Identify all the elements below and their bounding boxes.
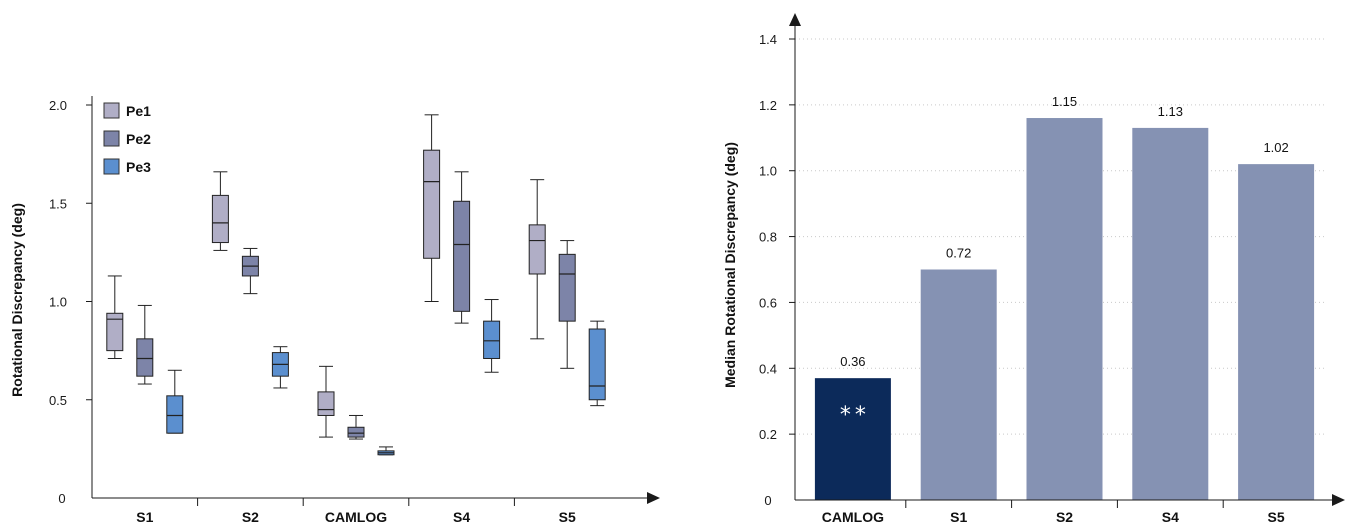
boxplot-x-tick-label: S5 [559, 509, 576, 525]
bar-bars: 0.36 ** 0.72 1.15 1.13 1.02 [814, 94, 1315, 501]
legend-swatch-pe1 [103, 102, 120, 119]
bar-s4 [1132, 127, 1209, 501]
boxplot-y-axis-label: Rotational Discrepancy (deg) [9, 203, 25, 397]
boxplot-box-pe2 [241, 247, 259, 295]
bar-s2 [1026, 118, 1103, 501]
boxplot-box-body [558, 253, 576, 322]
bar-x-tick-label: CAMLOG [822, 509, 884, 525]
bar-y-tick-label: 0.2 [759, 427, 777, 442]
boxplot-box-body [347, 426, 365, 438]
boxplot-y-tick-label: 0 [58, 491, 65, 506]
significance-marker: ** [840, 403, 870, 428]
boxplot-box-pe3 [271, 346, 289, 389]
bar-s1 [920, 269, 997, 500]
boxplot-box-pe2 [558, 240, 576, 369]
bar-y-tick-label: 0.6 [759, 295, 777, 310]
boxplot-x-ticks: S1 S2 CAMLOG S4 S5 [136, 498, 576, 525]
boxplot-y-ticks: 0 0.5 1.0 1.5 2.0 [49, 98, 92, 506]
bar-y-tick-label: 0.4 [759, 361, 777, 376]
boxplot-box-body [317, 391, 335, 416]
bar-chart: 0.36 ** 0.72 1.15 1.13 1.02 0 0.2 0.4 0.6 0.8 1.0 1… [722, 13, 1345, 525]
boxplot-y-tick-label: 1.0 [49, 295, 67, 310]
boxplot-box-pe1 [106, 275, 124, 359]
boxplot-box-pe3 [483, 299, 501, 373]
bar-y-tick-label: 0.8 [759, 230, 777, 245]
bar-x-axis-arrow [1332, 494, 1345, 506]
boxplot-box-body [106, 312, 124, 352]
boxplot-box-pe2 [347, 414, 365, 440]
bar-y-ticks: 0 0.2 0.4 0.6 0.8 1.0 1.2 1.4 [759, 32, 795, 508]
bar-y-axis-arrow [789, 13, 801, 26]
bar-y-tick-label: 1.4 [759, 32, 777, 47]
bar-data-label: 1.15 [1052, 94, 1077, 109]
legend-label-pe1: Pe1 [126, 103, 151, 119]
boxplot-box-body [211, 194, 229, 244]
boxplot-axes [91, 96, 660, 504]
bar-y-tick-label: 1.0 [759, 164, 777, 179]
bar-data-label: 0.36 [840, 354, 865, 369]
bar-y-tick-label: 1.2 [759, 98, 777, 113]
legend-label-pe2: Pe2 [126, 131, 151, 147]
bar-axes [789, 13, 1345, 506]
boxplot-box-pe1 [317, 365, 335, 438]
boxplot-x-tick-label: S4 [453, 509, 470, 525]
bar-x-tick-label: S1 [950, 509, 967, 525]
legend-label-pe3: Pe3 [126, 159, 151, 175]
boxplot-box-pe1 [423, 114, 441, 302]
boxplot-box-pe2 [136, 304, 154, 385]
bar-x-tick-label: S5 [1268, 509, 1285, 525]
boxplot-legend: Pe1 Pe2 Pe3 [103, 102, 151, 175]
boxplot-box-body [166, 395, 184, 434]
boxplot-box-body [423, 149, 441, 259]
boxplot-x-axis-arrow [647, 492, 660, 504]
bar-x-tick-label: S4 [1162, 509, 1179, 525]
boxplot-box-pe2 [453, 171, 471, 324]
boxplot-box-body [588, 328, 606, 401]
boxplot-box-body [483, 320, 501, 359]
legend-swatch-pe3 [103, 158, 120, 175]
boxplot-box-pe1 [211, 171, 229, 251]
boxplot-box-body [528, 224, 546, 275]
boxplot-x-tick-label: S1 [136, 509, 153, 525]
boxplot-x-tick-label: S2 [242, 509, 259, 525]
bar-data-label: 0.72 [946, 246, 971, 261]
boxplot-box-pe3 [166, 369, 184, 434]
legend-swatch-pe2 [103, 130, 120, 147]
boxplot-y-tick-label: 0.5 [49, 393, 67, 408]
boxplot-chart: 0 0.5 1.0 1.5 2.0 S1 S2 CAMLOG S4 S5 Rotational … [9, 96, 660, 525]
bar-s5 [1238, 164, 1315, 500]
boxplot-y-tick-label: 2.0 [49, 98, 67, 113]
boxplot-box-pe3 [588, 320, 606, 407]
bar-data-label: 1.02 [1263, 140, 1288, 155]
bar-y-axis-label: Median Rotational Discrepancy (deg) [722, 142, 738, 388]
boxplot-x-tick-label: CAMLOG [325, 509, 387, 525]
boxplot-box-pe3 [377, 446, 395, 456]
bar-camlog [814, 378, 891, 500]
boxplot-box-pe1 [528, 179, 546, 340]
bar-x-tick-label: S2 [1056, 509, 1073, 525]
bar-data-label: 1.13 [1158, 104, 1183, 119]
bar-x-ticks: CAMLOG S1 S2 S4 S5 [822, 500, 1285, 525]
boxplot-box-body [453, 200, 471, 312]
boxplot-y-tick-label: 1.5 [49, 196, 67, 211]
bar-y-tick-label: 0 [764, 493, 771, 508]
boxplot-box-body [136, 338, 154, 377]
boxplot-boxes [106, 114, 606, 456]
